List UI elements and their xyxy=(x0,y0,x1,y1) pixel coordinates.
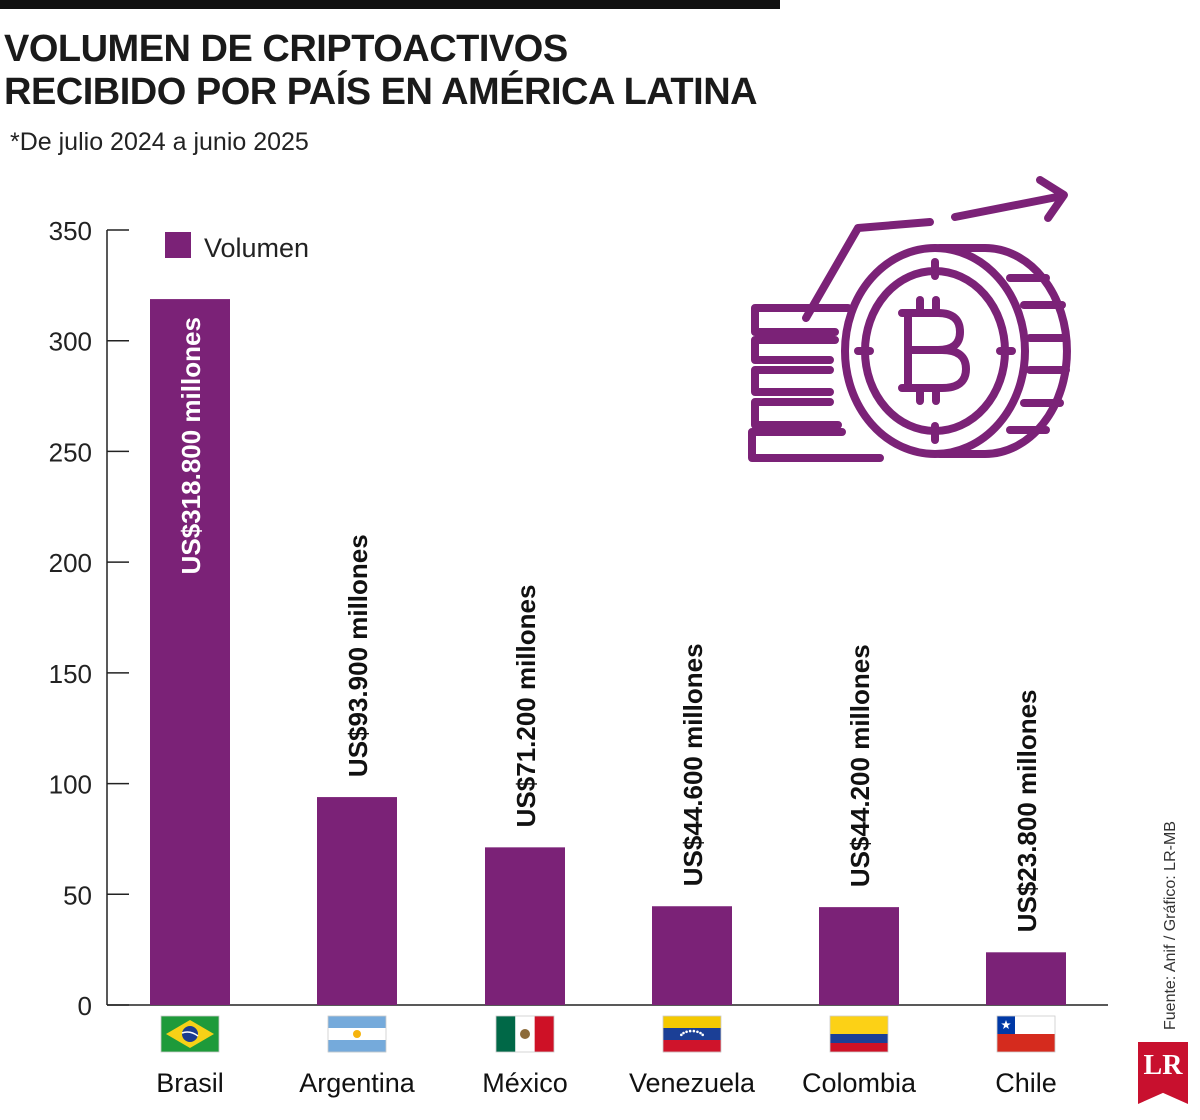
category-label-argentina: Argentina xyxy=(299,1068,416,1098)
y-tick-label: 150 xyxy=(49,659,92,689)
value-label-colombia: US$44.200 millones xyxy=(845,644,875,887)
y-tick-label: 0 xyxy=(78,991,92,1021)
chart-subtitle: *De julio 2024 a junio 2025 xyxy=(10,128,309,156)
bitcoin-coins-growth-icon xyxy=(748,176,1071,462)
source-note: Fuente: Anif / Gráfico: LR-MB xyxy=(1162,821,1179,1030)
flag-venezuela-icon xyxy=(662,1015,722,1053)
y-tick-label: 200 xyxy=(49,548,92,578)
bars xyxy=(150,299,1066,1006)
value-labels: US$318.800 millones US$93.900 millones US$… xyxy=(176,317,1042,932)
y-tick-label: 250 xyxy=(49,437,92,467)
flag-mexico-icon xyxy=(495,1015,555,1053)
top-rule xyxy=(0,0,780,9)
category-label-brasil: Brasil xyxy=(156,1068,224,1098)
value-label-mexico: US$71.200 millones xyxy=(511,585,541,828)
bar-argentina xyxy=(317,797,397,1005)
title-line-1: VOLUMEN DE CRIPTOACTIVOS xyxy=(4,28,568,70)
lr-logo: LR xyxy=(1138,1042,1188,1104)
y-tick-label: 100 xyxy=(49,770,92,800)
category-label-colombia: Colombia xyxy=(802,1068,917,1098)
value-label-brasil: US$318.800 millones xyxy=(176,317,206,574)
flag-brazil-icon xyxy=(160,1015,220,1053)
bar-mexico xyxy=(485,847,565,1005)
x-axis-labels: Brasil Argentina México Venezuela Colombia Ch… xyxy=(156,1068,1057,1098)
lr-logo-text: LR xyxy=(1143,1050,1183,1081)
category-label-venezuela: Venezuela xyxy=(629,1068,756,1098)
value-label-argentina: US$93.900 millones xyxy=(343,534,373,777)
flag-argentina-icon xyxy=(327,1015,387,1053)
y-tick-label: 350 xyxy=(49,216,92,246)
legend-label: Volumen xyxy=(204,233,309,263)
category-label-chile: Chile xyxy=(995,1068,1057,1098)
y-tick-label: 50 xyxy=(63,880,92,910)
y-axis: 0 50 100 150 200 250 300 350 xyxy=(49,216,1108,1021)
bar-brasil xyxy=(150,299,230,1006)
flag-colombia-icon xyxy=(829,1015,889,1053)
title-line-2: RECIBIDO POR PAÍS EN AMÉRICA LATINA xyxy=(4,71,758,113)
legend: Volumen xyxy=(165,232,309,263)
flag-chile-icon xyxy=(996,1015,1056,1053)
y-tick-label: 300 xyxy=(49,327,92,357)
country-flags xyxy=(160,1015,1056,1053)
legend-swatch xyxy=(165,232,191,258)
value-label-chile: US$23.800 millones xyxy=(1012,689,1042,932)
bar-chile xyxy=(986,952,1066,1005)
chart-title: VOLUMEN DE CRIPTOACTIVOS RECIBIDO POR PA… xyxy=(4,28,758,114)
category-label-mexico: México xyxy=(482,1068,568,1098)
value-label-venezuela: US$44.600 millones xyxy=(678,643,708,886)
bar-venezuela xyxy=(652,906,732,1005)
bar-colombia xyxy=(819,907,899,1005)
